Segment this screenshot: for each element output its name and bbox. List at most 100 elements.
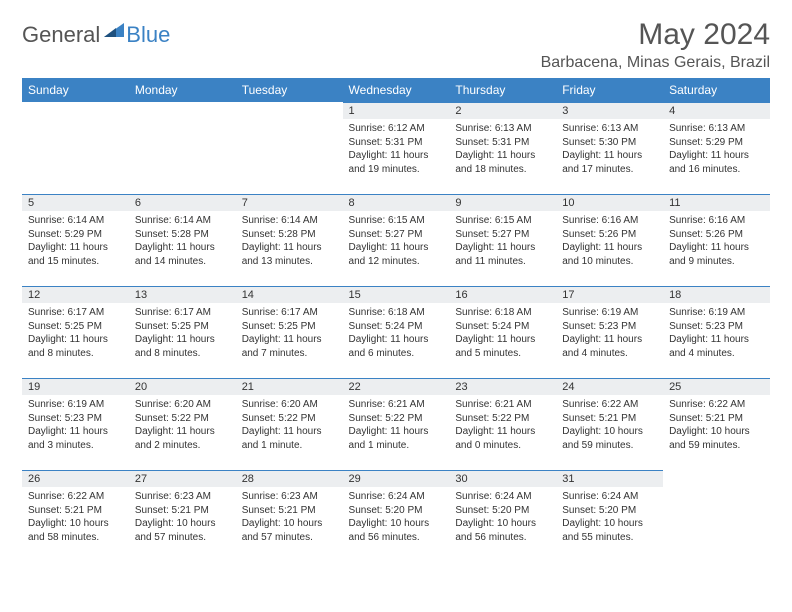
calendar-cell: 10Sunrise: 6:16 AMSunset: 5:26 PMDayligh…	[556, 194, 663, 286]
day-number: 8	[343, 194, 450, 211]
sunrise-text: Sunrise: 6:14 AM	[242, 214, 337, 228]
weekday-header: Monday	[129, 78, 236, 102]
sunset-text: Sunset: 5:22 PM	[135, 412, 230, 426]
calendar-cell: 23Sunrise: 6:21 AMSunset: 5:22 PMDayligh…	[449, 378, 556, 470]
day-number: 14	[236, 286, 343, 303]
calendar-cell: 1Sunrise: 6:12 AMSunset: 5:31 PMDaylight…	[343, 102, 450, 194]
month-title: May 2024	[541, 18, 770, 52]
calendar-cell: 14Sunrise: 6:17 AMSunset: 5:25 PMDayligh…	[236, 286, 343, 378]
sunrise-text: Sunrise: 6:17 AM	[28, 306, 123, 320]
sunset-text: Sunset: 5:25 PM	[242, 320, 337, 334]
calendar-cell: 29Sunrise: 6:24 AMSunset: 5:20 PMDayligh…	[343, 470, 450, 562]
day-content: Sunrise: 6:24 AMSunset: 5:20 PMDaylight:…	[343, 487, 450, 547]
daylight-text-2: and 4 minutes.	[562, 347, 657, 361]
daylight-text-2: and 55 minutes.	[562, 531, 657, 545]
calendar-cell: 24Sunrise: 6:22 AMSunset: 5:21 PMDayligh…	[556, 378, 663, 470]
daylight-text-1: Daylight: 11 hours	[242, 333, 337, 347]
daylight-text-1: Daylight: 11 hours	[349, 149, 444, 163]
header: General Blue May 2024 Barbacena, Minas G…	[22, 18, 770, 72]
sunset-text: Sunset: 5:21 PM	[28, 504, 123, 518]
daylight-text-1: Daylight: 11 hours	[349, 241, 444, 255]
daylight-text-1: Daylight: 11 hours	[669, 149, 764, 163]
day-content: Sunrise: 6:23 AMSunset: 5:21 PMDaylight:…	[236, 487, 343, 547]
sunset-text: Sunset: 5:21 PM	[135, 504, 230, 518]
sunset-text: Sunset: 5:20 PM	[349, 504, 444, 518]
sunset-text: Sunset: 5:28 PM	[242, 228, 337, 242]
day-number: 4	[663, 102, 770, 119]
calendar-cell: 11Sunrise: 6:16 AMSunset: 5:26 PMDayligh…	[663, 194, 770, 286]
calendar-cell: 2Sunrise: 6:13 AMSunset: 5:31 PMDaylight…	[449, 102, 556, 194]
sunrise-text: Sunrise: 6:19 AM	[669, 306, 764, 320]
sunrise-text: Sunrise: 6:16 AM	[562, 214, 657, 228]
sunset-text: Sunset: 5:23 PM	[562, 320, 657, 334]
daylight-text-2: and 57 minutes.	[242, 531, 337, 545]
calendar-row: 26Sunrise: 6:22 AMSunset: 5:21 PMDayligh…	[22, 470, 770, 562]
day-content: Sunrise: 6:24 AMSunset: 5:20 PMDaylight:…	[449, 487, 556, 547]
weekday-header: Friday	[556, 78, 663, 102]
calendar-row: 12Sunrise: 6:17 AMSunset: 5:25 PMDayligh…	[22, 286, 770, 378]
day-content: Sunrise: 6:13 AMSunset: 5:29 PMDaylight:…	[663, 119, 770, 179]
daylight-text-2: and 15 minutes.	[28, 255, 123, 269]
calendar-cell: 3Sunrise: 6:13 AMSunset: 5:30 PMDaylight…	[556, 102, 663, 194]
calendar-cell-empty	[129, 102, 236, 194]
daylight-text-2: and 59 minutes.	[669, 439, 764, 453]
day-content: Sunrise: 6:14 AMSunset: 5:28 PMDaylight:…	[129, 211, 236, 271]
day-number: 17	[556, 286, 663, 303]
sunrise-text: Sunrise: 6:13 AM	[562, 122, 657, 136]
day-number: 22	[343, 378, 450, 395]
day-content: Sunrise: 6:14 AMSunset: 5:29 PMDaylight:…	[22, 211, 129, 271]
day-content: Sunrise: 6:13 AMSunset: 5:30 PMDaylight:…	[556, 119, 663, 179]
sunrise-text: Sunrise: 6:24 AM	[349, 490, 444, 504]
calendar-cell: 30Sunrise: 6:24 AMSunset: 5:20 PMDayligh…	[449, 470, 556, 562]
daylight-text-2: and 8 minutes.	[28, 347, 123, 361]
sunset-text: Sunset: 5:27 PM	[455, 228, 550, 242]
daylight-text-1: Daylight: 11 hours	[242, 425, 337, 439]
daylight-text-2: and 19 minutes.	[349, 163, 444, 177]
daylight-text-1: Daylight: 11 hours	[28, 241, 123, 255]
sunset-text: Sunset: 5:26 PM	[669, 228, 764, 242]
weekday-header: Sunday	[22, 78, 129, 102]
sunrise-text: Sunrise: 6:14 AM	[28, 214, 123, 228]
daylight-text-1: Daylight: 10 hours	[562, 517, 657, 531]
day-content: Sunrise: 6:23 AMSunset: 5:21 PMDaylight:…	[129, 487, 236, 547]
daylight-text-1: Daylight: 11 hours	[455, 333, 550, 347]
day-content: Sunrise: 6:22 AMSunset: 5:21 PMDaylight:…	[556, 395, 663, 455]
day-number: 18	[663, 286, 770, 303]
day-number: 27	[129, 470, 236, 487]
calendar-cell: 19Sunrise: 6:19 AMSunset: 5:23 PMDayligh…	[22, 378, 129, 470]
daylight-text-2: and 6 minutes.	[349, 347, 444, 361]
sunset-text: Sunset: 5:25 PM	[28, 320, 123, 334]
daylight-text-1: Daylight: 11 hours	[455, 149, 550, 163]
daylight-text-1: Daylight: 10 hours	[135, 517, 230, 531]
day-number: 20	[129, 378, 236, 395]
sunset-text: Sunset: 5:27 PM	[349, 228, 444, 242]
day-number: 3	[556, 102, 663, 119]
weekday-header: Saturday	[663, 78, 770, 102]
sunset-text: Sunset: 5:31 PM	[455, 136, 550, 150]
sunset-text: Sunset: 5:20 PM	[562, 504, 657, 518]
calendar-cell: 9Sunrise: 6:15 AMSunset: 5:27 PMDaylight…	[449, 194, 556, 286]
day-content: Sunrise: 6:15 AMSunset: 5:27 PMDaylight:…	[343, 211, 450, 271]
daylight-text-1: Daylight: 10 hours	[349, 517, 444, 531]
day-content: Sunrise: 6:24 AMSunset: 5:20 PMDaylight:…	[556, 487, 663, 547]
weekday-header: Tuesday	[236, 78, 343, 102]
sunrise-text: Sunrise: 6:24 AM	[562, 490, 657, 504]
logo-text-2: Blue	[126, 22, 170, 48]
sunrise-text: Sunrise: 6:19 AM	[562, 306, 657, 320]
sunrise-text: Sunrise: 6:13 AM	[669, 122, 764, 136]
calendar-cell: 4Sunrise: 6:13 AMSunset: 5:29 PMDaylight…	[663, 102, 770, 194]
sunrise-text: Sunrise: 6:22 AM	[669, 398, 764, 412]
daylight-text-1: Daylight: 11 hours	[669, 333, 764, 347]
calendar-cell: 27Sunrise: 6:23 AMSunset: 5:21 PMDayligh…	[129, 470, 236, 562]
sunrise-text: Sunrise: 6:22 AM	[28, 490, 123, 504]
day-number: 6	[129, 194, 236, 211]
weekday-header: Thursday	[449, 78, 556, 102]
calendar-cell-empty	[663, 470, 770, 562]
sunset-text: Sunset: 5:21 PM	[562, 412, 657, 426]
day-number: 5	[22, 194, 129, 211]
daylight-text-1: Daylight: 11 hours	[562, 149, 657, 163]
calendar-cell: 31Sunrise: 6:24 AMSunset: 5:20 PMDayligh…	[556, 470, 663, 562]
sunset-text: Sunset: 5:23 PM	[28, 412, 123, 426]
day-number: 19	[22, 378, 129, 395]
daylight-text-2: and 57 minutes.	[135, 531, 230, 545]
